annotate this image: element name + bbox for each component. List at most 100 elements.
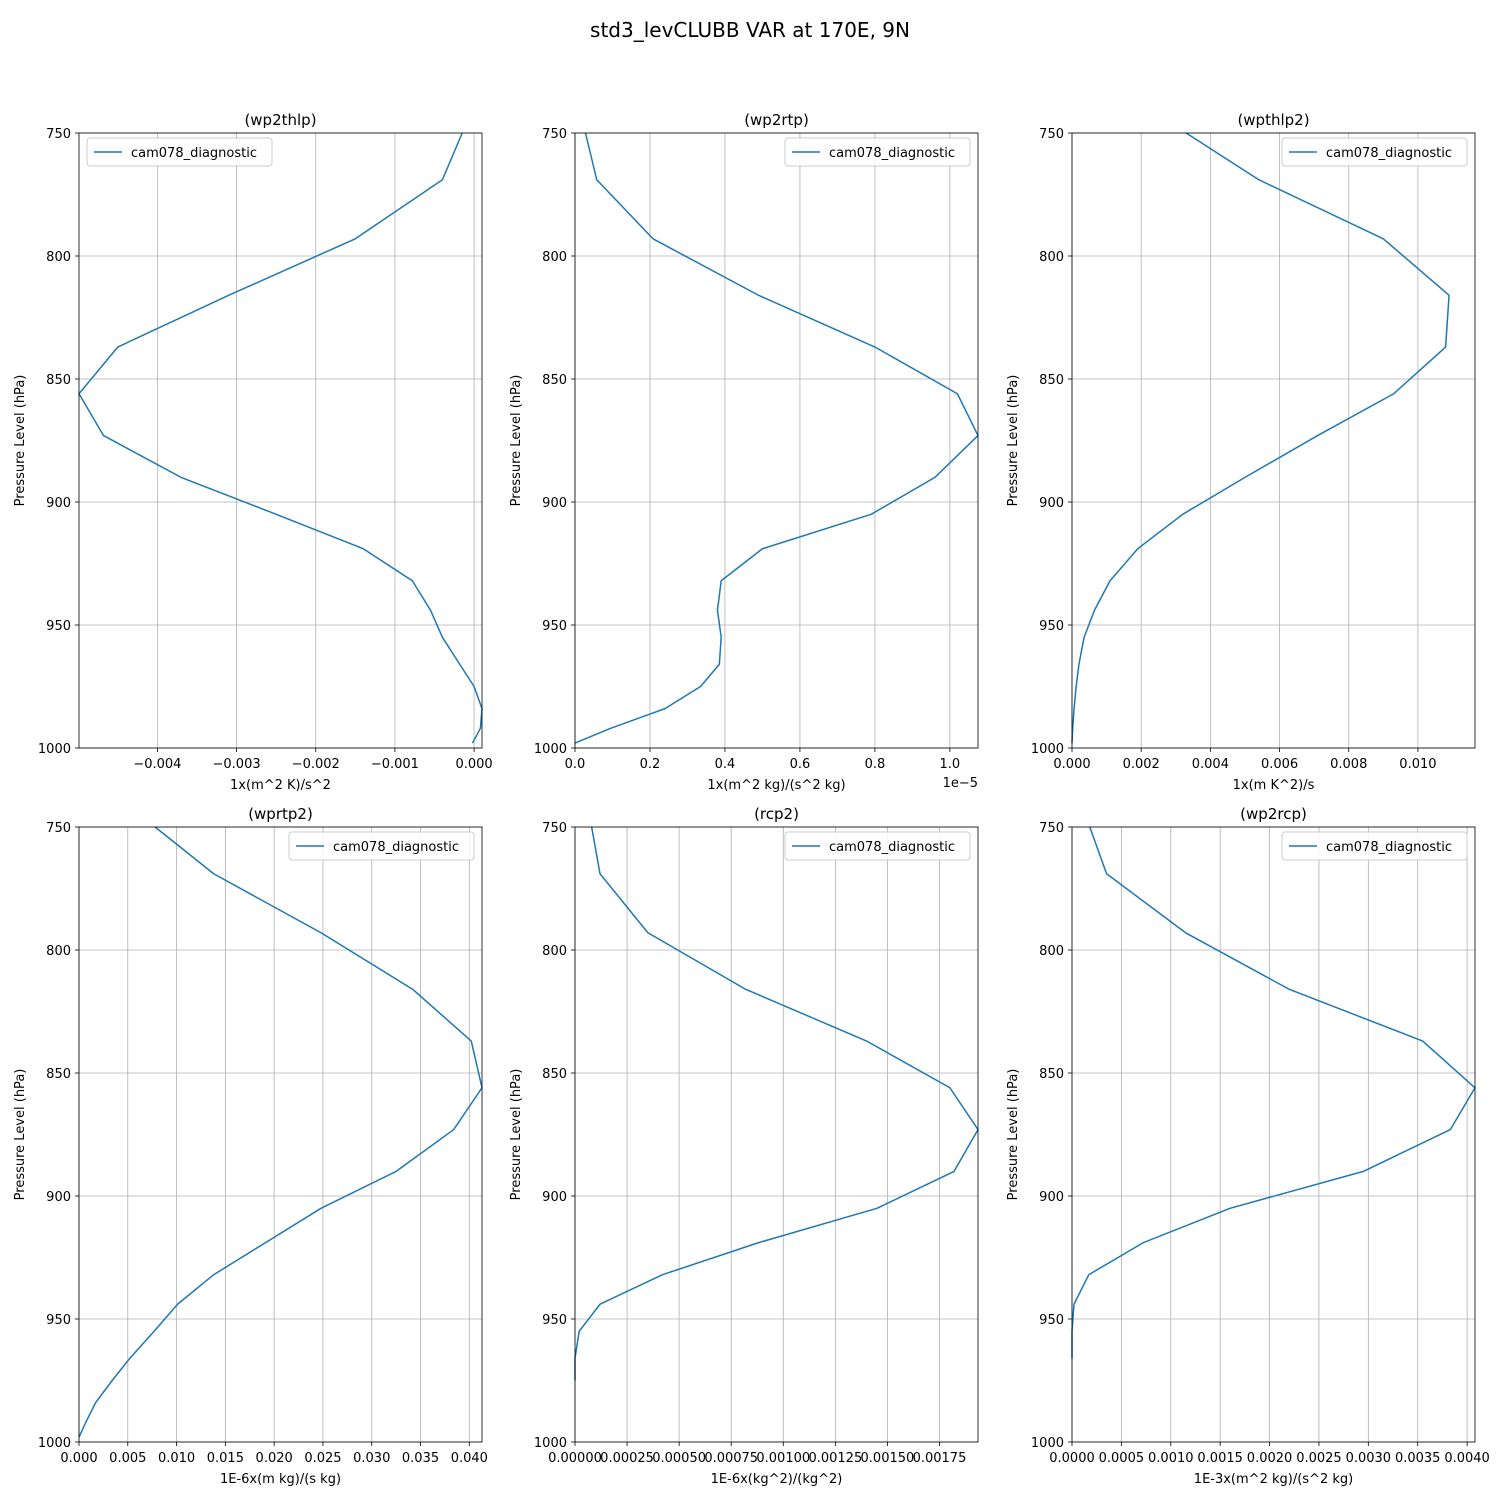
x-tick-label: 0.0035 — [1395, 1451, 1441, 1466]
x-tick-label: 0.00075 — [704, 1451, 758, 1466]
x-tick-label: 0.004 — [1192, 757, 1229, 772]
y-tick-label: 950 — [542, 1313, 567, 1328]
legend: cam078_diagnostic — [784, 831, 971, 861]
x-tick-label: 0.000 — [1053, 757, 1090, 772]
x-axis-label: 1E-3x(m^2 kg)/(s^2 kg) — [1194, 1472, 1353, 1487]
panel-6: 0.0000 0.0005 0.0010 0.0015 0.0020 0.0025 0.00… — [1006, 805, 1490, 1487]
y-tick-label: 950 — [1039, 619, 1064, 634]
y-axis-label: Pressure Level (hPa) — [1006, 375, 1021, 507]
x-tick-label: 0.030 — [353, 1451, 390, 1466]
legend: cam078_diagnostic — [1281, 831, 1468, 861]
series-line-1 — [1071, 826, 1476, 1359]
y-tick-label: 1000 — [1031, 742, 1064, 757]
figure-suptitle: std3_levCLUBB VAR at 170E, 9N — [590, 18, 910, 42]
axes-frame — [1071, 132, 1476, 749]
x-offset-text: 1e−5 — [943, 776, 978, 791]
y-tick-label: 750 — [1039, 127, 1064, 142]
series-line-1 — [574, 826, 979, 1381]
plot-area — [575, 827, 978, 1442]
panel-4: 0.000 0.005 0.010 0.015 0.020 0.025 0.030 0.035… — [13, 805, 488, 1487]
x-tick-label: 1.0 — [940, 757, 961, 772]
x-tick-label: 0.0000 — [1049, 1451, 1095, 1466]
x-tick-label: 0.6 — [790, 757, 811, 772]
x-tick-label: 0.0030 — [1346, 1451, 1392, 1466]
y-tick-label: 900 — [1039, 1190, 1064, 1205]
y-tick-label: 850 — [1039, 373, 1064, 388]
legend-box — [784, 831, 971, 861]
panel-1: −0.004 −0.003 −0.002 −0.001 0.000 750 800 850 90… — [13, 111, 493, 793]
x-tick-label: 0.005 — [109, 1451, 146, 1466]
panel-5: 0.000000.000250.000500.000750.001000.001… — [509, 805, 979, 1487]
x-tick-label: 0.00050 — [652, 1451, 706, 1466]
axes-frame — [78, 132, 483, 749]
y-tick-label: 1000 — [38, 742, 71, 757]
panel-title: (wp2rcp) — [1240, 805, 1307, 823]
x-axis-label: 1x(m K^2)/s — [1233, 778, 1315, 793]
panel-title: (rcp2) — [754, 805, 799, 823]
axes-frame — [1071, 826, 1476, 1443]
panel-title: (wp2rtp) — [744, 111, 809, 129]
y-tick-label: 1000 — [534, 742, 567, 757]
series-line-1 — [78, 826, 483, 1438]
series-line-1 — [78, 132, 483, 744]
legend-label: cam078_diagnostic — [829, 840, 955, 855]
y-tick-label: 750 — [542, 821, 567, 836]
y-tick-label: 800 — [1039, 250, 1064, 265]
y-axis-label: Pressure Level (hPa) — [509, 1069, 524, 1201]
y-tick-label: 900 — [46, 1190, 71, 1205]
x-tick-label: 0.0025 — [1296, 1451, 1342, 1466]
x-tick-label: 0.0015 — [1197, 1451, 1243, 1466]
x-tick-label: −0.001 — [371, 757, 419, 772]
panel-2: 0.0 0.2 0.4 0.6 0.8 1.0 750 800 850 900 950 1000 (wp… — [509, 111, 979, 793]
x-tick-label: 0.0010 — [1148, 1451, 1194, 1466]
legend-box — [288, 831, 475, 861]
legend-box — [1281, 831, 1468, 861]
y-tick-label: 900 — [542, 1190, 567, 1205]
y-tick-label: 850 — [542, 373, 567, 388]
legend-box — [784, 137, 971, 167]
y-axis-label: Pressure Level (hPa) — [13, 1069, 28, 1201]
y-tick-label: 900 — [46, 496, 71, 511]
y-tick-label: 1000 — [534, 1436, 567, 1451]
x-tick-label: 0.035 — [402, 1451, 439, 1466]
legend: cam078_diagnostic — [1281, 137, 1468, 167]
y-tick-label: 850 — [542, 1067, 567, 1082]
y-axis-label: Pressure Level (hPa) — [509, 375, 524, 507]
plot-area — [1072, 133, 1475, 748]
y-tick-label: 850 — [46, 373, 71, 388]
legend-label: cam078_diagnostic — [333, 840, 459, 855]
x-tick-label: 0.2 — [640, 757, 661, 772]
x-tick-label: 0.020 — [256, 1451, 293, 1466]
y-tick-label: 950 — [46, 1313, 71, 1328]
y-axis-label: Pressure Level (hPa) — [1006, 1069, 1021, 1201]
legend-label: cam078_diagnostic — [829, 146, 955, 161]
x-tick-label: 0.010 — [1399, 757, 1436, 772]
y-tick-label: 850 — [1039, 1067, 1064, 1082]
panels: −0.004 −0.003 −0.002 −0.001 0.000 750 800 850 90… — [13, 111, 1490, 1487]
panel-3: 0.000 0.002 0.004 0.006 0.008 0.010 750 800 850 9… — [1006, 111, 1476, 793]
x-tick-label: 0.00175 — [913, 1451, 967, 1466]
x-tick-label: 0.4 — [715, 757, 736, 772]
axes-frame — [78, 826, 483, 1443]
x-tick-label: −0.002 — [292, 757, 340, 772]
legend: cam078_diagnostic — [784, 137, 971, 167]
legend-box — [1281, 137, 1468, 167]
plot-area — [79, 133, 482, 748]
x-tick-label: 0.000 — [60, 1451, 97, 1466]
x-tick-label: 0.002 — [1123, 757, 1160, 772]
series-line-1 — [1071, 132, 1450, 744]
y-tick-label: 950 — [46, 619, 71, 634]
legend-label: cam078_diagnostic — [131, 146, 257, 161]
x-tick-label: 0.010 — [158, 1451, 195, 1466]
legend: cam078_diagnostic — [86, 137, 273, 167]
x-tick-label: 0.0 — [565, 757, 586, 772]
y-tick-label: 750 — [542, 127, 567, 142]
x-axis-label: 1E-6x(m kg)/(s kg) — [220, 1472, 341, 1487]
y-tick-label: 900 — [1039, 496, 1064, 511]
y-tick-label: 800 — [542, 944, 567, 959]
plot-area — [575, 133, 978, 748]
axes-frame — [574, 826, 979, 1443]
series-line-1 — [574, 132, 979, 744]
x-tick-label: 0.00000 — [548, 1451, 602, 1466]
